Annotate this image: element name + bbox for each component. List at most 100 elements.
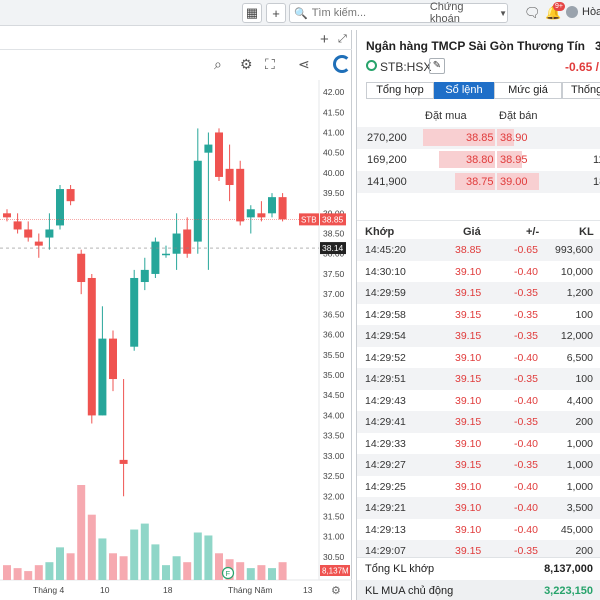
- trade-volume: 10,000: [560, 265, 593, 278]
- trade-price: 39.10: [455, 394, 482, 407]
- order-book-row[interactable]: 141,900 38.75 39.00 18: [357, 171, 600, 193]
- ask-header: Đặt bán: [499, 110, 538, 122]
- trade-change: -0.40: [514, 502, 538, 514]
- chat-icon[interactable]: 🗨: [524, 5, 541, 20]
- trade-row[interactable]: 14:29:33 39.10 -0.40 1,000: [357, 433, 600, 455]
- order-book-row[interactable]: 169,200 38.80 38.95 11: [357, 149, 600, 171]
- layout-grid-button[interactable]: ▦: [242, 3, 262, 23]
- trade-change: -0.35: [514, 545, 538, 557]
- fullscreen-icon[interactable]: ⛶: [265, 56, 275, 72]
- bid-header: Đặt mua: [425, 110, 467, 122]
- trade-row[interactable]: 14:29:41 39.15 -0.35 200: [357, 411, 600, 433]
- tab-price-levels[interactable]: Mức giá: [494, 82, 562, 99]
- candle-body: [268, 197, 276, 214]
- ask-price[interactable]: 38.90: [500, 132, 528, 144]
- bid-price[interactable]: 38.75: [466, 176, 494, 188]
- search-input[interactable]: Tìm kiếm...: [311, 7, 367, 19]
- tab-overview[interactable]: Tổng hợp: [366, 82, 434, 99]
- candle-body: [45, 229, 54, 238]
- symbol-tag: STB: [301, 215, 317, 224]
- trade-price: 39.10: [455, 351, 482, 364]
- trade-row[interactable]: 14:29:59 39.15 -0.35 1,200: [357, 282, 600, 304]
- volume-bar: [45, 562, 54, 580]
- trade-price: 39.15: [455, 416, 482, 428]
- trade-volume: 12,000: [560, 330, 593, 342]
- candle-body: [87, 277, 96, 416]
- price-chart[interactable]: 42.00 41.50 41.00 40.50 40.00 39.50 39.00 38.50…: [0, 30, 352, 600]
- search-scope-select[interactable]: Chứng khoán: [429, 1, 464, 25]
- y-tick-label: 33.00: [323, 451, 345, 461]
- candle-body: [172, 233, 181, 254]
- search-box[interactable]: 🔍 Tìm kiếm... Chứng khoán ▼: [289, 1, 508, 25]
- tab-statistics[interactable]: Thống: [562, 82, 600, 99]
- trade-row[interactable]: 14:29:52 39.10 -0.40 6,500: [357, 347, 600, 369]
- share-icon[interactable]: ⋖: [298, 56, 310, 72]
- trade-volume: 6,500: [566, 351, 593, 364]
- tab-order-book[interactable]: Sổ lệnh: [434, 82, 494, 99]
- bid-price[interactable]: 38.80: [466, 154, 494, 166]
- trade-volume: 1,000: [566, 437, 593, 450]
- volume-bar: [87, 514, 96, 580]
- order-book-row[interactable]: 270,200 38.85 38.90: [357, 127, 600, 149]
- volume-bar: [56, 547, 64, 580]
- stock-detail-panel: Ngân hàng TMCP Sài Gòn Thương Tín 3 STB:…: [356, 30, 600, 600]
- y-tick-label: 33.50: [323, 431, 345, 441]
- candle-body: [109, 338, 117, 380]
- trade-price: 39.15: [455, 287, 482, 299]
- bid-volume: 169,200: [367, 154, 407, 166]
- maximize-icon[interactable]: ⤢: [338, 33, 347, 45]
- edit-button[interactable]: ✎: [429, 58, 445, 74]
- trade-change: -0.35: [514, 287, 538, 299]
- gear-icon[interactable]: ⚙: [240, 56, 253, 72]
- trade-row[interactable]: 14:29:51 39.15 -0.35 100: [357, 368, 600, 390]
- trade-row[interactable]: 14:29:54 39.15 -0.35 12,000: [357, 325, 600, 347]
- candle-body: [193, 160, 202, 242]
- brand-logo-icon: [333, 55, 351, 73]
- volume-bar: [246, 568, 255, 580]
- volume-bar: [162, 565, 170, 580]
- user-name[interactable]: Hòa: [582, 6, 600, 18]
- candle-body: [236, 168, 245, 222]
- avatar[interactable]: [566, 6, 578, 18]
- volume-bar: [34, 565, 43, 580]
- search-icon: 🔍: [294, 7, 308, 20]
- x-tick-label: 18: [163, 585, 173, 595]
- trade-change: -0.40: [514, 437, 538, 450]
- trade-volume: 993,600: [555, 244, 593, 256]
- trade-row[interactable]: 14:29:43 39.10 -0.40 4,400: [357, 390, 600, 412]
- col-price: Giá: [463, 226, 481, 238]
- ask-price[interactable]: 39.00: [500, 176, 528, 188]
- col-time: Khớp: [365, 226, 395, 238]
- volume-bar: [3, 565, 11, 580]
- x-tick-label: 10: [100, 585, 110, 595]
- trade-row[interactable]: 14:29:25 39.10 -0.40 1,000: [357, 476, 600, 498]
- bid-price[interactable]: 38.85: [466, 132, 494, 144]
- last-price-label: 38.85: [322, 214, 344, 224]
- trade-volume: 100: [575, 373, 593, 385]
- trade-row[interactable]: 14:29:27 39.15 -0.35 1,000: [357, 454, 600, 476]
- volume-bar: [98, 538, 107, 580]
- ask-price[interactable]: 38.95: [500, 154, 528, 166]
- event-marker-label: F: [226, 569, 231, 578]
- chart-panel: + ⤢ ⌕ ⚙ ⛶ ⋖ 42.00 41.50 41.00 40.50 40.00 39.…: [0, 30, 352, 600]
- zoom-reset-icon[interactable]: ⌕: [214, 56, 222, 72]
- trade-row[interactable]: 14:29:13 39.10 -0.40 45,000: [357, 519, 600, 541]
- plus-icon: +: [272, 5, 280, 21]
- y-tick-label: 36.00: [323, 330, 345, 340]
- trade-row[interactable]: 14:29:07 39.15 -0.35 200: [357, 540, 600, 562]
- volume-bar: [119, 556, 128, 580]
- trade-time: 14:29:52: [365, 351, 406, 364]
- trade-row[interactable]: 14:29:58 39.15 -0.35 100: [357, 304, 600, 326]
- col-volume: KL: [579, 226, 594, 238]
- trade-time: 14:29:33: [365, 437, 406, 450]
- y-tick-label: 40.00: [323, 168, 345, 178]
- trade-row[interactable]: 14:30:10 39.10 -0.40 10,000: [357, 261, 600, 283]
- add-button[interactable]: +: [266, 3, 286, 23]
- bid-depth-bar: [423, 129, 495, 146]
- trade-row[interactable]: 14:45:20 38.85 -0.65 993,600: [357, 239, 600, 261]
- axis-settings-icon[interactable]: ⚙: [331, 584, 341, 597]
- trade-row[interactable]: 14:29:21 39.10 -0.40 3,500: [357, 497, 600, 519]
- trade-volume: 45,000: [560, 523, 593, 536]
- add-chart-icon[interactable]: +: [320, 31, 329, 48]
- chevron-down-icon[interactable]: ▼: [499, 8, 507, 18]
